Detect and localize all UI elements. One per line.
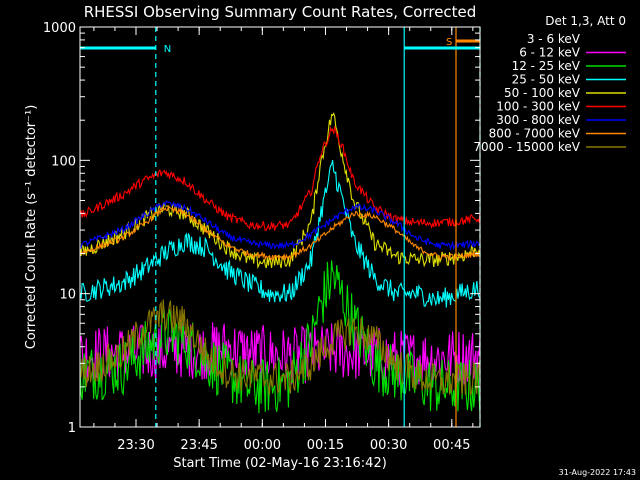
y-tick-label-1: 10 [59,288,76,303]
legend-label-5: 100 - 300 keV [496,100,580,114]
legend-label-4: 50 - 100 keV [504,86,581,100]
series-3-line [79,159,481,308]
footer-timestamp: 31-Aug-2022 17:43 [559,468,636,477]
x-tick-label-5: 00:45 [433,438,470,453]
x-tick-label-1: 23:45 [180,438,217,453]
series-2-line [79,260,481,415]
series-8-line [79,299,481,396]
x-tick-label-4: 00:30 [370,438,407,453]
y-axis-label: Corrected Count Rate (s⁻¹ detector⁻¹) [24,105,39,350]
legend-label-3: 25 - 50 keV [512,73,581,87]
data-layer [79,112,481,429]
legend-label-7: 800 - 7000 keV [489,127,581,141]
series-5-line [79,125,481,232]
y-tick-label-0: 1 [68,421,76,436]
series-1-line [79,322,481,388]
x-tick-label-2: 00:00 [244,438,281,453]
legend-title: Det 1,3, Att 0 [545,14,626,28]
legend-label-6: 300 - 800 keV [496,113,580,127]
legend-label-8: 7000 - 15000 keV [473,140,580,154]
series-7-line [79,205,481,262]
y-tick-label-3: 1000 [43,21,76,36]
y-tick-label-2: 100 [51,154,76,169]
chart-title: RHESSI Observing Summary Count Rates, Co… [84,3,477,21]
flag-bar-0-label: N [164,44,171,55]
axis-layer: 23:30 23:45 00:00 00:15 00:30 00:45 1 10 100 1000 [43,21,480,453]
series-4-line [79,112,481,270]
series-6-line [79,200,481,251]
legend-label-0: 3 - 6 keV [527,32,581,46]
legend-label-2: 12 - 25 keV [512,59,581,73]
x-tick-label-3: 00:15 [307,438,344,453]
plot-frame [79,26,481,428]
flag-bar-2-label: S [446,37,452,48]
legend-label-1: 6 - 12 keV [519,46,581,60]
x-axis-label: Start Time (02-May-16 23:16:42) [173,456,387,471]
x-tick-label-0: 23:30 [117,438,154,453]
